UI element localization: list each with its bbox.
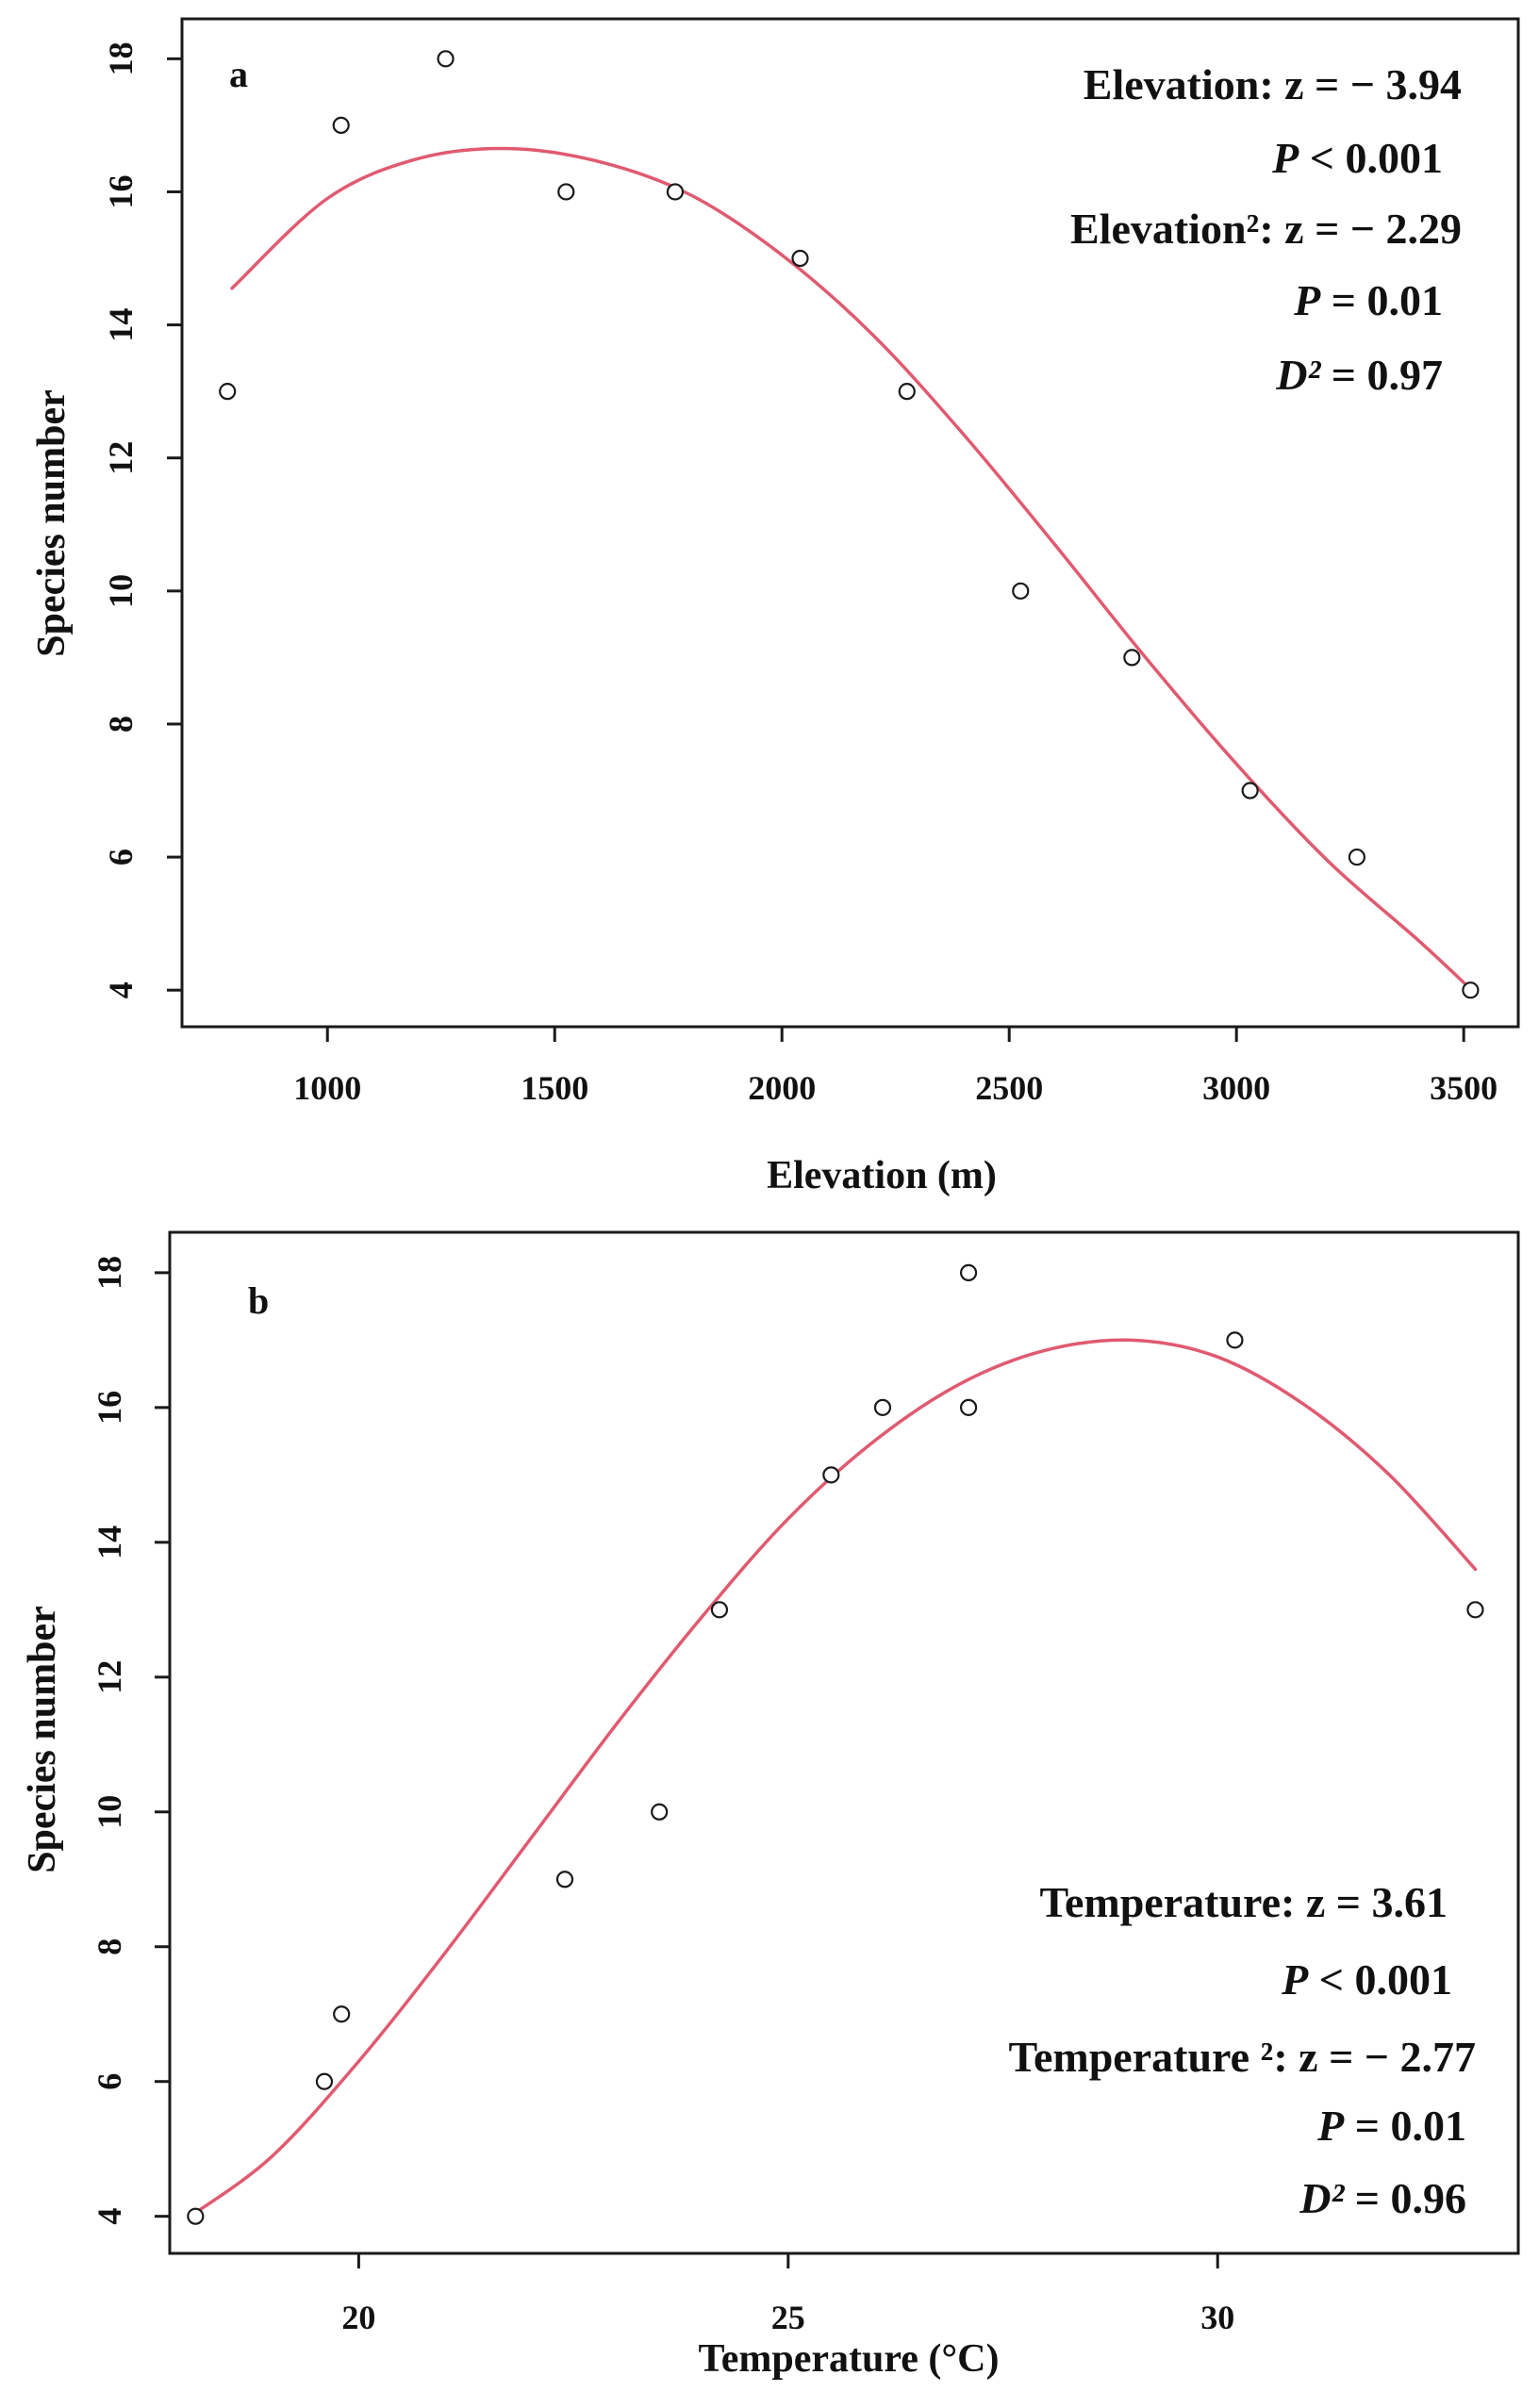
annotation-segment: Temperature ²: z = − 2.77 xyxy=(1009,2033,1476,2081)
statistics-annotation: Temperature: z = 3.61 P < 0.001 Temperat… xyxy=(1009,1878,1476,2222)
annotation-segment: P xyxy=(1293,276,1321,324)
annotation-segment: = 0.96 xyxy=(1344,2174,1466,2222)
y-tick-label: 16 xyxy=(102,174,140,208)
data-point xyxy=(791,249,809,268)
panel-a-elevation: a 1000 1500 2000 2500 3000 3500 4 6 8 10 12 14 16 18… xyxy=(30,17,1520,1197)
annotation-line: D² = 0.96 xyxy=(1299,2174,1466,2222)
y-tick-label: 12 xyxy=(102,441,140,475)
x-tick-label: 3500 xyxy=(1430,1069,1498,1107)
fit-curve xyxy=(193,1338,1478,2215)
data-point xyxy=(1241,782,1259,800)
annotation-line: Temperature ²: z = − 2.77 xyxy=(1009,2033,1476,2081)
data-point xyxy=(557,183,575,201)
y-tick-label: 6 xyxy=(102,849,140,866)
data-point xyxy=(822,1466,840,1484)
annotation-segment: Elevation²: z = − 2.29 xyxy=(1070,205,1462,253)
x-tick-label: 30 xyxy=(1200,2299,1234,2336)
annotation-segment: P xyxy=(1316,2102,1345,2150)
x-tick-label: 2500 xyxy=(975,1069,1043,1107)
annotation-line: D² = 0.97 xyxy=(1275,351,1443,399)
x-tick-label: 2000 xyxy=(748,1069,816,1107)
annotation-segment: Elevation: z = − 3.94 xyxy=(1084,60,1462,108)
data-point xyxy=(315,2072,334,2090)
y-axis-title: Species number xyxy=(21,1606,64,1873)
data-point xyxy=(332,116,350,134)
annotation-line: Temperature: z = 3.61 xyxy=(1040,1878,1448,1926)
annotation-line: P < 0.001 xyxy=(1271,134,1443,182)
y-tick-label: 18 xyxy=(91,1256,128,1290)
data-point xyxy=(1123,649,1141,667)
annotation-line: Elevation: z = − 3.94 xyxy=(1084,60,1462,108)
annotation-line: P = 0.01 xyxy=(1293,276,1443,324)
plot-frame xyxy=(180,17,1520,1029)
x-tick-label: 20 xyxy=(341,2299,375,2336)
annotation-line: P = 0.01 xyxy=(1316,2102,1466,2150)
data-point xyxy=(1462,981,1480,999)
y-tick-label: 16 xyxy=(91,1391,128,1425)
y-tick-label: 4 xyxy=(102,981,140,998)
data-point xyxy=(187,2207,205,2225)
data-point xyxy=(333,2005,351,2023)
annotation-segment: D² xyxy=(1275,351,1321,399)
y-tick-label: 12 xyxy=(91,1660,128,1694)
y-axis: 4 6 8 10 12 14 16 18 xyxy=(102,41,182,998)
x-axis: 1000 1500 2000 2500 3000 3500 xyxy=(293,1027,1498,1107)
annotation-segment: D² xyxy=(1299,2174,1345,2222)
data-point xyxy=(1226,1331,1244,1349)
data-point xyxy=(1466,1601,1484,1619)
y-axis-title: Species number xyxy=(30,389,74,657)
data-point xyxy=(710,1601,729,1619)
x-tick-label: 1500 xyxy=(521,1069,588,1107)
y-tick-label: 8 xyxy=(102,716,140,733)
annotation-segment: = 0.01 xyxy=(1344,2102,1466,2150)
x-axis-title: Temperature (°C) xyxy=(699,2337,1000,2381)
y-axis: 4 6 8 10 12 14 16 18 xyxy=(91,1256,170,2225)
x-tick-label: 25 xyxy=(771,2299,805,2336)
data-point xyxy=(959,1398,978,1416)
data-points xyxy=(219,50,1480,999)
data-point xyxy=(898,383,916,401)
y-tick-label: 10 xyxy=(91,1795,128,1829)
data-point xyxy=(666,183,685,201)
y-tick-label: 18 xyxy=(102,41,140,75)
data-point xyxy=(555,1871,574,1888)
fit-curve xyxy=(230,146,1470,989)
data-point xyxy=(219,383,237,401)
data-points xyxy=(187,1263,1484,2225)
y-tick-label: 4 xyxy=(91,2208,128,2225)
y-tick-label: 10 xyxy=(102,574,140,608)
data-point xyxy=(959,1263,978,1281)
data-point xyxy=(1348,848,1365,866)
y-tick-label: 6 xyxy=(91,2073,128,2090)
y-tick-label: 8 xyxy=(91,1938,128,1955)
annotation-segment: < 0.001 xyxy=(1299,134,1443,182)
panel-label: b xyxy=(248,1279,269,1322)
data-point xyxy=(873,1398,892,1416)
x-tick-label: 3000 xyxy=(1202,1069,1270,1107)
data-point xyxy=(1012,582,1030,600)
annotation-line: P < 0.001 xyxy=(1281,1955,1452,2004)
plot-frame xyxy=(168,1230,1520,2255)
annotation-segment: P xyxy=(1281,1955,1309,2004)
annotation-segment: = 0.01 xyxy=(1320,276,1443,324)
annotation-line: Elevation²: z = − 2.29 xyxy=(1070,205,1462,253)
annotation-segment: Temperature: z = 3.61 xyxy=(1040,1878,1448,1926)
data-point xyxy=(437,50,455,68)
x-tick-label: 1000 xyxy=(293,1069,361,1107)
data-point xyxy=(651,1803,669,1821)
x-axis: 20 25 30 xyxy=(341,2253,1234,2336)
panel-label: a xyxy=(229,53,248,95)
annotation-segment: < 0.001 xyxy=(1308,1955,1452,2004)
y-tick-label: 14 xyxy=(102,308,140,342)
x-axis-title: Elevation (m) xyxy=(767,1154,997,1197)
annotation-segment: = 0.97 xyxy=(1320,351,1443,399)
statistics-annotation: Elevation: z = − 3.94 P < 0.001 Elevatio… xyxy=(1070,60,1462,399)
annotation-segment: P xyxy=(1271,134,1299,182)
y-tick-label: 14 xyxy=(91,1526,128,1559)
